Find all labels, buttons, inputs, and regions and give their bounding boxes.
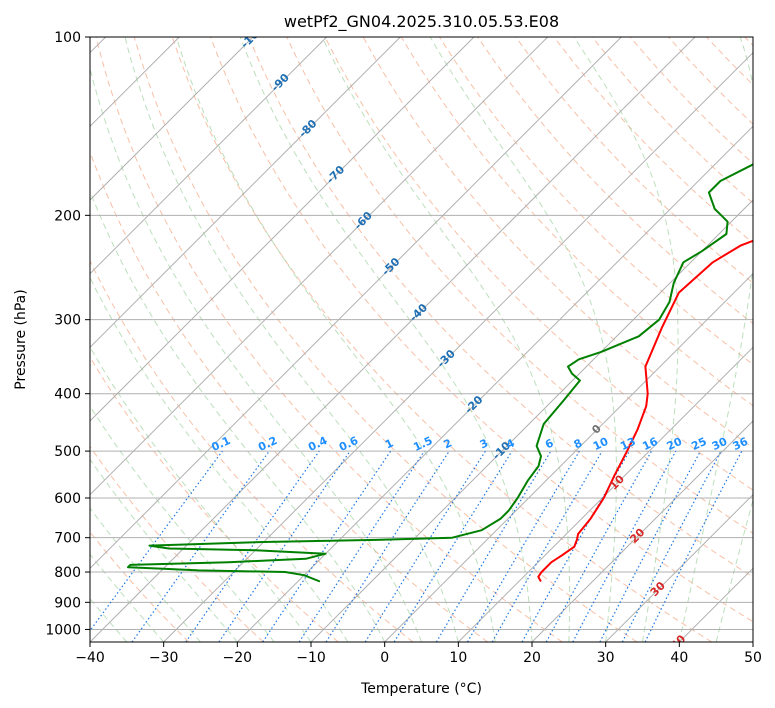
moist-adiabat bbox=[429, 37, 617, 642]
isotherm-line bbox=[605, 493, 753, 642]
isotherm-line bbox=[90, 37, 401, 349]
isotherm-line bbox=[384, 272, 753, 642]
x-axis-title: Temperature (°C) bbox=[360, 681, 482, 697]
mixing-ratio-label: 25 bbox=[689, 435, 708, 453]
dewpoint-profile-line bbox=[127, 163, 753, 583]
mixing-ratio-line bbox=[572, 450, 677, 642]
dry-adiabat bbox=[171, 37, 712, 642]
moist-adiabat bbox=[321, 37, 571, 642]
y-axis: 100 200 300 400 500 600 700 800 900 1000 bbox=[45, 30, 90, 638]
moist-adiabat bbox=[715, 497, 753, 642]
mixing-ratio-label: 20 bbox=[665, 435, 685, 453]
dry-adiabat bbox=[286, 37, 753, 534]
isotherm-line bbox=[90, 37, 475, 422]
mixing-ratio-line bbox=[393, 450, 513, 642]
profile-lines bbox=[127, 163, 753, 583]
mixing-ratio-label: 36 bbox=[731, 435, 751, 453]
x-tick-label: −20 bbox=[223, 650, 253, 666]
x-tick-label: 30 bbox=[597, 650, 615, 666]
isotherm-line bbox=[90, 37, 696, 642]
moist-adiabat bbox=[90, 507, 201, 642]
moist-adiabat bbox=[90, 553, 165, 642]
mixing-ratio-line bbox=[644, 450, 743, 642]
x-tick-label: 0 bbox=[380, 650, 389, 666]
dry-adiabat bbox=[210, 37, 753, 623]
x-tick-label: −10 bbox=[296, 650, 326, 666]
x-tick-label: 50 bbox=[744, 650, 762, 666]
dry-adiabat bbox=[95, 37, 563, 642]
y-tick-label: 100 bbox=[54, 30, 81, 46]
isotherm-line bbox=[457, 346, 753, 642]
mixing-ratio-line bbox=[218, 450, 351, 642]
isotherm-label: 40 bbox=[668, 632, 688, 652]
y-tick-label: 800 bbox=[54, 565, 81, 581]
mixing-ratio-line bbox=[545, 450, 653, 642]
isotherm-line bbox=[90, 37, 254, 201]
moist-adiabat bbox=[90, 597, 128, 642]
chart-title: wetPf2_GN04.2025.310.05.53.E08 bbox=[284, 12, 559, 32]
moist-adiabat bbox=[239, 37, 533, 642]
dry-adiabat bbox=[90, 259, 414, 642]
y-tick-label: 200 bbox=[54, 208, 81, 224]
isotherm-line bbox=[90, 37, 549, 496]
moist-adiabat bbox=[175, 37, 496, 642]
moist-adiabat bbox=[124, 37, 459, 642]
dry-adiabat bbox=[90, 356, 339, 642]
mixing-ratio-line bbox=[262, 450, 392, 642]
mixing-ratio-label: 30 bbox=[710, 435, 730, 453]
moist-adiabat bbox=[90, 189, 386, 642]
mixing-ratio-line bbox=[185, 450, 320, 642]
mixing-ratio-label: 16 bbox=[640, 435, 660, 453]
temperature-profile-line bbox=[537, 239, 753, 582]
dry-adiabat bbox=[90, 445, 264, 642]
dry-adiabat bbox=[324, 37, 753, 491]
isotherm-line bbox=[90, 37, 622, 570]
y-tick-label: 600 bbox=[54, 491, 81, 507]
y-tick-label: 300 bbox=[54, 313, 81, 329]
moist-adiabat bbox=[90, 458, 238, 642]
dry-adiabat bbox=[515, 37, 753, 284]
mixing-ratio-line bbox=[298, 450, 425, 642]
isotherm-line bbox=[310, 199, 753, 642]
y-tick-label: 400 bbox=[54, 387, 81, 403]
x-tick-label: 20 bbox=[523, 650, 541, 666]
moist-adiabat bbox=[678, 37, 753, 642]
y-axis-title: Pressure (hPa) bbox=[13, 289, 29, 389]
x-axis: −40 −30 −20 −10 0 10 20 30 40 50 bbox=[75, 642, 762, 666]
y-tick-label: 1000 bbox=[45, 622, 81, 638]
moist-adiabat bbox=[90, 405, 275, 642]
plot-frame bbox=[89, 36, 754, 643]
x-tick-label: −40 bbox=[75, 650, 105, 666]
y-tick-label: 700 bbox=[54, 531, 81, 547]
dry-adiabats bbox=[90, 37, 753, 642]
dry-adiabat bbox=[248, 37, 753, 578]
mixing-ratio-label: 10 bbox=[591, 435, 611, 453]
moist-adiabat bbox=[90, 276, 349, 642]
y-tick-label: 900 bbox=[54, 595, 81, 611]
mixing-ratio-label: 13 bbox=[618, 435, 637, 453]
x-tick-label: 10 bbox=[449, 650, 467, 666]
moist-adiabat bbox=[90, 66, 422, 642]
y-tick-label: 500 bbox=[54, 444, 81, 460]
isotherm-line bbox=[90, 37, 328, 275]
moist-adiabats bbox=[90, 37, 753, 642]
x-tick-label: −30 bbox=[149, 650, 179, 666]
x-tick-label: 40 bbox=[670, 650, 688, 666]
mixing-ratio-line bbox=[325, 450, 450, 642]
dry-adiabat bbox=[133, 37, 638, 642]
isotherm-line bbox=[531, 420, 753, 642]
